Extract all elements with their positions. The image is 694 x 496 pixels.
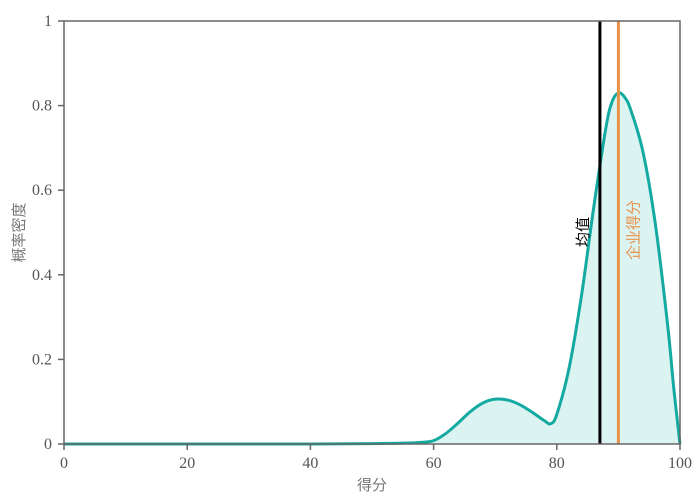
density-area-fill [64, 92, 680, 445]
x-tick-label: 100 [668, 455, 692, 472]
y-axis: 0 0.2 0.4 0.6 0.8 1 [32, 13, 64, 453]
y-axis-label: 概率密度 [10, 202, 28, 262]
y-tick-label: 0.8 [32, 98, 52, 115]
company-score-annotation: 企业得分 [624, 200, 642, 260]
x-tick-label: 60 [426, 455, 442, 472]
y-tick-label: 1 [44, 13, 52, 30]
y-tick-label: 0 [44, 436, 52, 453]
y-tick-label: 0.6 [32, 182, 52, 199]
x-axis-label: 得分 [357, 476, 387, 494]
plot-area [63, 20, 682, 446]
x-tick-label: 80 [549, 455, 565, 472]
y-tick-label: 0.4 [32, 267, 52, 284]
x-axis: 0 20 40 60 80 100 [60, 444, 692, 472]
y-tick-label: 0.2 [32, 351, 52, 368]
x-tick-label: 40 [302, 455, 318, 472]
plot-frame [63, 20, 681, 445]
x-tick-label: 20 [179, 455, 195, 472]
x-tick-label: 0 [60, 455, 68, 472]
mean-annotation: 均值 [574, 217, 592, 247]
